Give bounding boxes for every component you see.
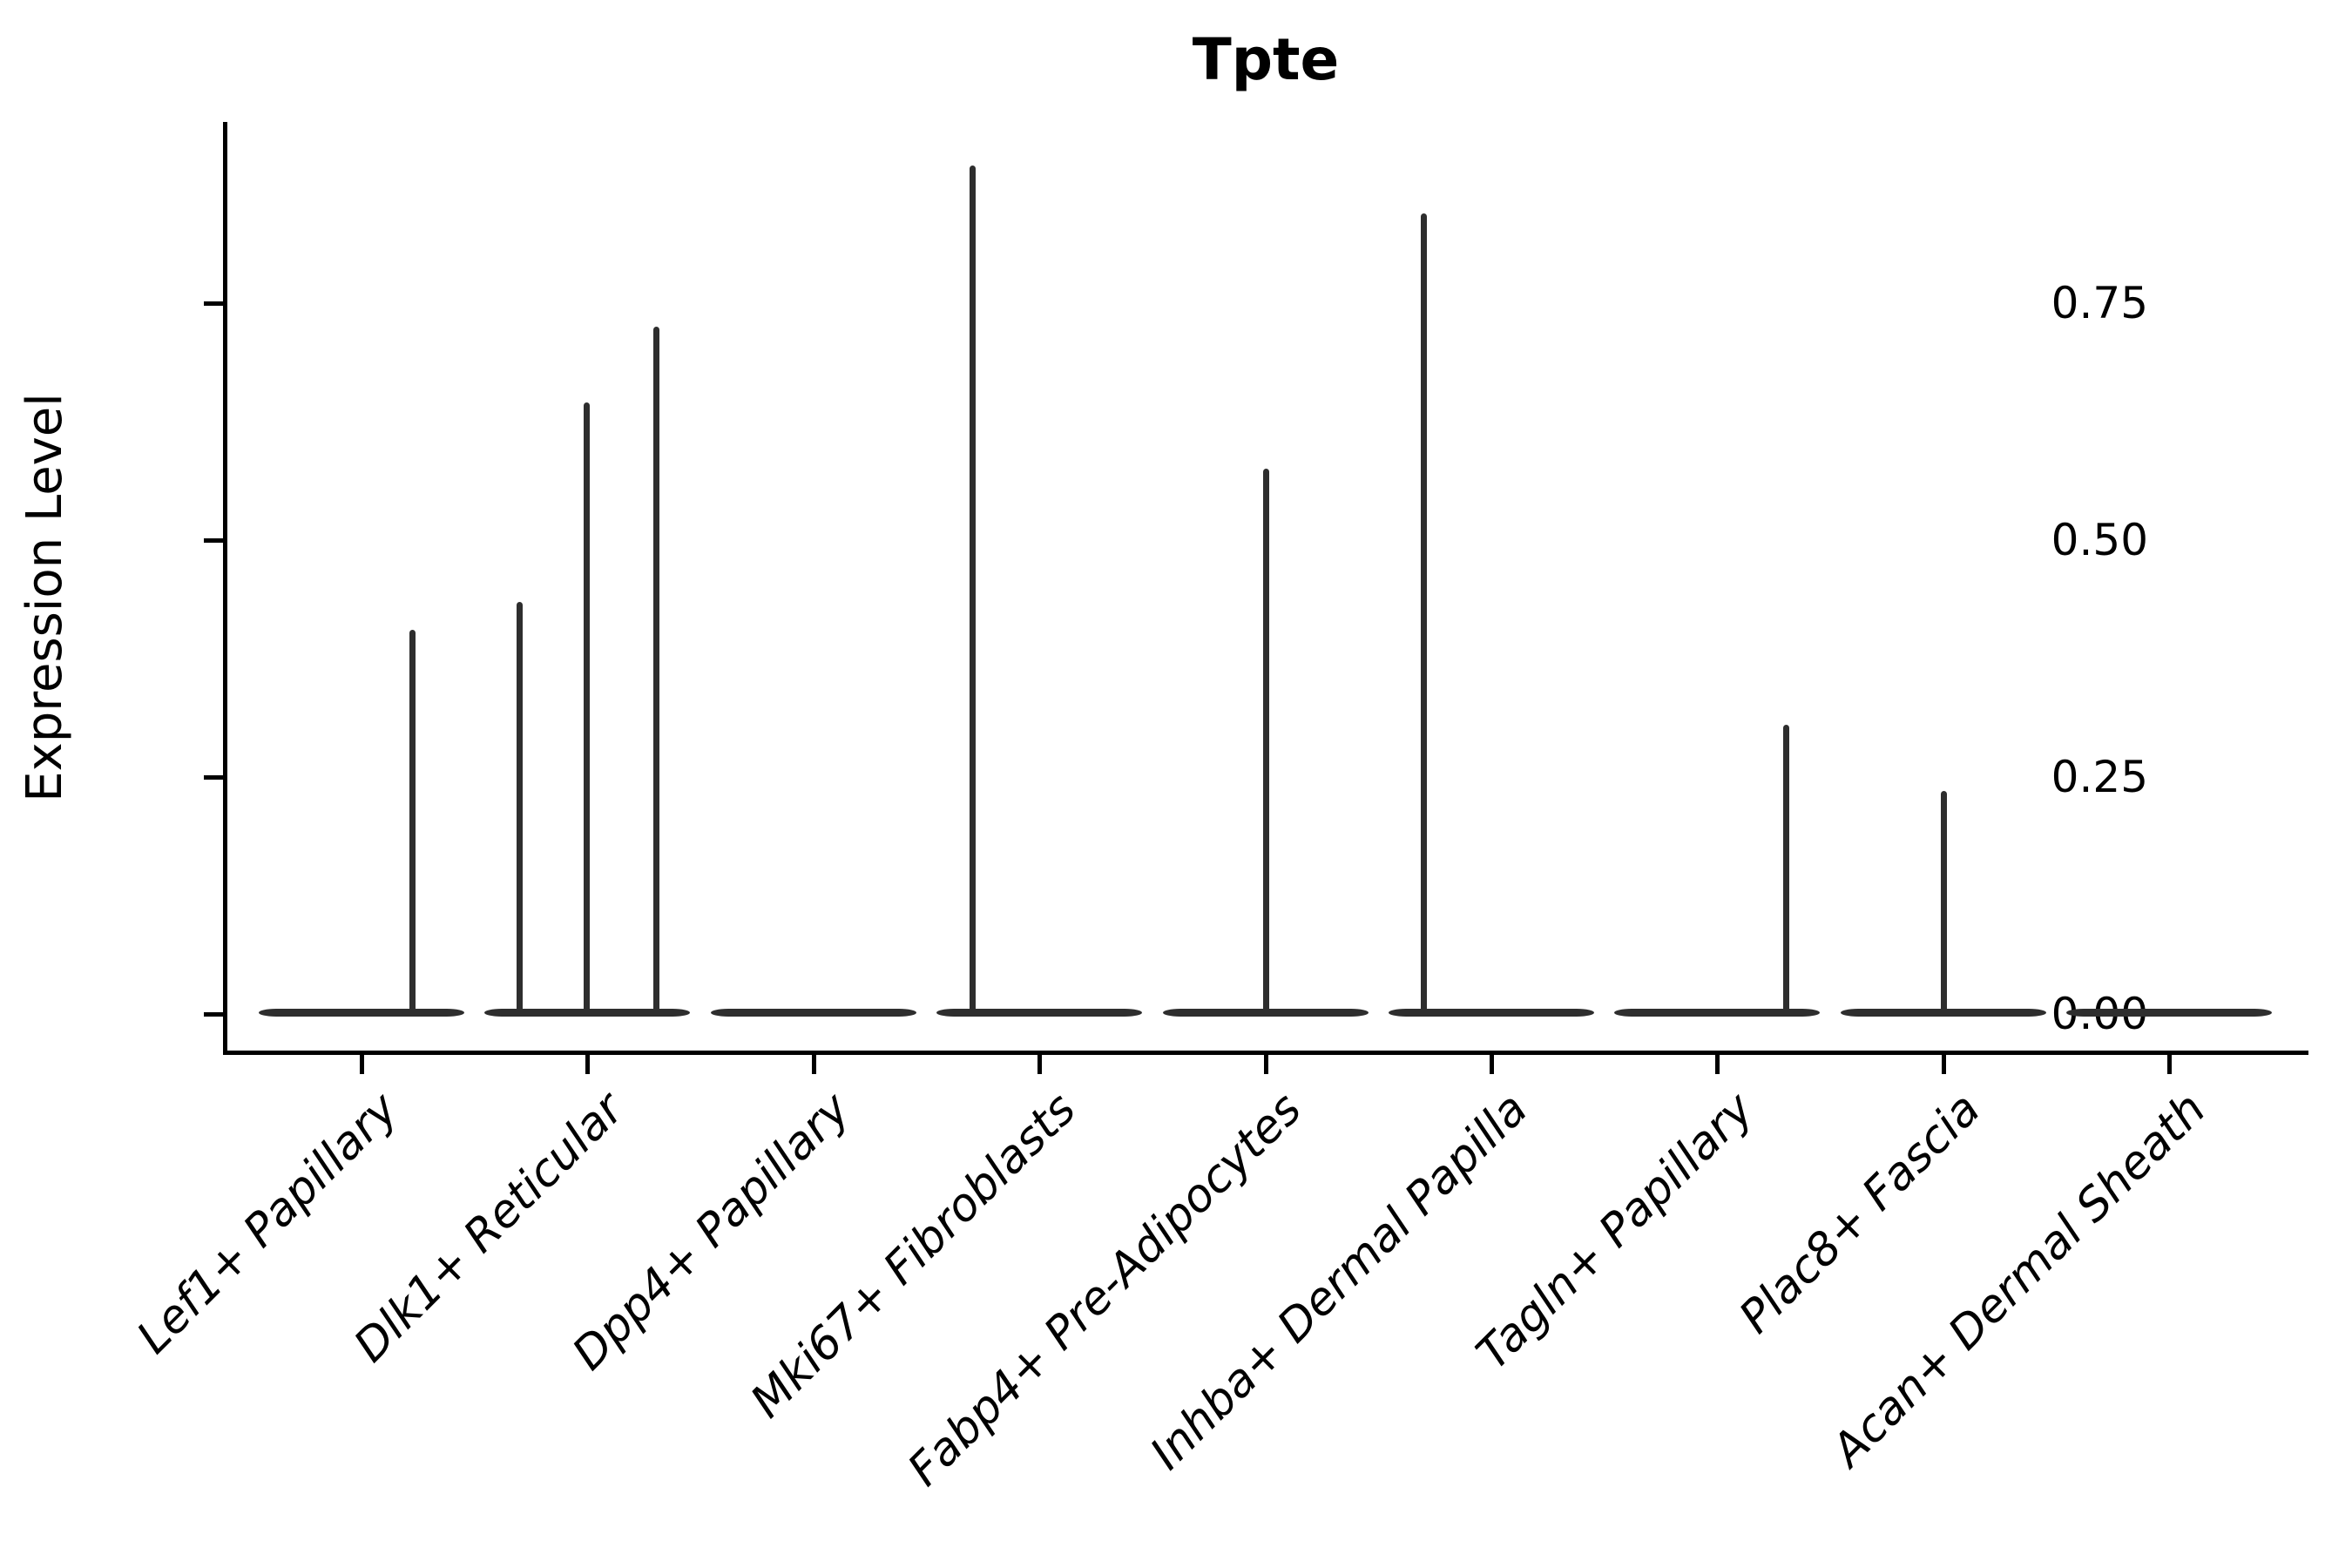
- violin-spike: [583, 402, 590, 1012]
- x-tick: [1941, 1055, 1946, 1074]
- violin-base: [1162, 1008, 1369, 1017]
- x-tick: [811, 1055, 816, 1074]
- violin-spike: [1941, 791, 1948, 1012]
- x-tick: [360, 1055, 364, 1074]
- y-axis-spine: [223, 122, 227, 1055]
- violin-base: [710, 1008, 916, 1017]
- violin-base: [484, 1008, 691, 1017]
- violin-spike: [1263, 469, 1270, 1012]
- y-tick-label: 0.50: [2051, 515, 2148, 565]
- x-tick-label: Acan+ Dermal Sheath: [1821, 1083, 2216, 1477]
- violin-base: [1614, 1008, 1821, 1017]
- violin-spike: [1421, 213, 1428, 1012]
- x-tick: [2167, 1055, 2173, 1074]
- x-axis-spine: [223, 1051, 2308, 1055]
- y-tick-label: 0.25: [2051, 752, 2148, 802]
- x-tick: [1037, 1055, 1043, 1074]
- y-tick: [204, 301, 223, 306]
- y-tick: [204, 1012, 223, 1017]
- violin-spike: [969, 166, 976, 1012]
- violin-base: [259, 1008, 464, 1017]
- y-tick: [204, 775, 223, 780]
- violin-base: [936, 1008, 1143, 1017]
- violin-spike: [409, 630, 416, 1012]
- x-tick: [1263, 1055, 1268, 1074]
- violin-base: [2066, 1008, 2273, 1017]
- x-tick-label: Plac8+ Fascia: [1729, 1083, 1990, 1344]
- y-tick-label: 0.75: [2051, 278, 2148, 328]
- plot-title: Tpte: [1192, 26, 1340, 93]
- violin-spike: [1783, 725, 1790, 1012]
- x-tick: [1715, 1055, 1720, 1074]
- y-axis-label: Expression Level: [17, 393, 73, 802]
- x-tick: [1490, 1055, 1494, 1074]
- x-tick-label: Inhba+ Dermal Papilla: [1140, 1083, 1538, 1480]
- x-tick: [585, 1055, 591, 1074]
- y-tick: [204, 538, 223, 543]
- violin-base: [1389, 1008, 1594, 1017]
- violin-base: [1840, 1008, 2046, 1017]
- x-tick-label: Fabp4+ Pre-Adipocytes: [898, 1083, 1313, 1497]
- violin-spike: [653, 327, 660, 1012]
- violin-spike: [516, 601, 523, 1012]
